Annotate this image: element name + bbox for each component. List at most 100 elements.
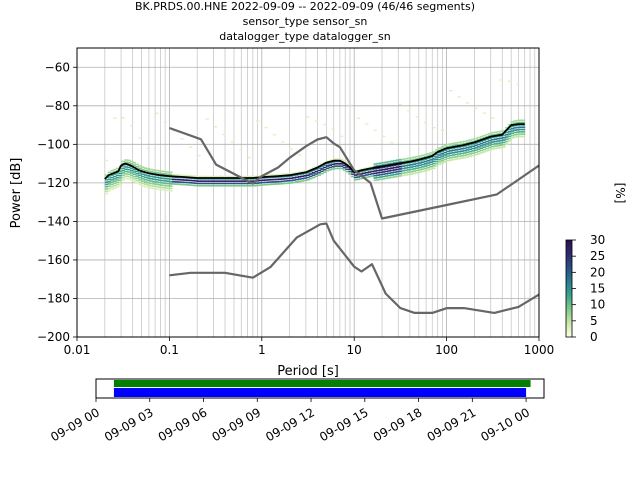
density-cell xyxy=(278,178,282,181)
density-cell xyxy=(258,179,263,182)
density-cell xyxy=(443,161,447,163)
density-cell xyxy=(258,184,263,186)
density-cell xyxy=(219,184,223,187)
density-cell xyxy=(306,174,310,176)
density-cell xyxy=(104,159,109,162)
density-cell xyxy=(222,180,226,182)
title-line-2: sensor_type sensor_sn xyxy=(243,15,368,28)
density-cell xyxy=(505,143,509,145)
density-cell xyxy=(390,141,394,144)
density-cell xyxy=(496,137,500,140)
density-cell xyxy=(440,162,445,164)
density-cell xyxy=(488,149,492,151)
density-cell xyxy=(443,144,447,147)
density-cell xyxy=(393,176,397,178)
density-cell xyxy=(435,160,439,163)
density-cell xyxy=(219,182,223,185)
density-cell xyxy=(177,178,181,181)
density-cell xyxy=(269,176,274,179)
density-cell xyxy=(149,184,153,187)
density-cell xyxy=(491,141,495,143)
density-cell xyxy=(124,159,128,161)
density-cell xyxy=(205,180,209,182)
density-cell xyxy=(239,184,243,187)
density-cell xyxy=(146,186,151,189)
density-cell xyxy=(423,169,428,172)
density-cell xyxy=(384,177,389,180)
density-cell xyxy=(225,184,229,187)
density-cell xyxy=(314,170,319,173)
density-cell xyxy=(155,188,159,190)
density-cell xyxy=(437,163,442,166)
density-cell xyxy=(116,181,120,184)
density-cell xyxy=(121,165,125,167)
timeline-tick-label: 09-09 09 xyxy=(210,405,264,444)
density-cell xyxy=(135,177,139,180)
density-cell xyxy=(423,158,428,160)
density-cell xyxy=(306,172,310,174)
density-cell xyxy=(519,126,523,129)
density-cell xyxy=(185,184,190,186)
density-cell xyxy=(505,133,509,136)
model-low-line xyxy=(169,222,540,314)
density-cell xyxy=(499,135,503,137)
density-cell xyxy=(281,175,285,178)
density-cell xyxy=(465,149,470,151)
density-cell xyxy=(488,137,492,140)
density-cell xyxy=(174,181,179,183)
density-cell xyxy=(446,159,450,162)
density-cell xyxy=(387,177,391,179)
density-cell xyxy=(328,166,333,169)
density-cell xyxy=(149,171,153,173)
density-cell xyxy=(415,162,419,165)
density-cell xyxy=(113,117,117,119)
density-cell xyxy=(482,144,486,146)
density-cell xyxy=(356,169,361,171)
density-cell xyxy=(152,171,156,174)
density-cells xyxy=(104,79,526,195)
colorbar-tick-label: 0 xyxy=(590,330,598,344)
density-cell xyxy=(370,175,375,177)
density-cell xyxy=(283,177,288,180)
density-cell xyxy=(496,144,500,147)
density-cell xyxy=(219,180,223,182)
density-cell xyxy=(317,172,321,174)
density-cell xyxy=(222,133,226,136)
density-cell xyxy=(426,164,431,167)
density-cell xyxy=(202,180,207,182)
density-cell xyxy=(393,164,397,167)
density-cell xyxy=(264,179,268,181)
density-cell xyxy=(283,173,288,175)
density-cell xyxy=(141,178,145,180)
density-cell xyxy=(118,184,123,186)
density-cell xyxy=(272,181,277,183)
density-cell xyxy=(415,167,419,169)
density-cell xyxy=(177,183,181,186)
density-cell xyxy=(309,177,313,180)
density-cell xyxy=(323,123,327,126)
density-cell xyxy=(130,176,134,179)
density-cell xyxy=(255,175,260,178)
density-cell xyxy=(454,144,459,147)
density-cell xyxy=(429,161,433,163)
density-cell xyxy=(144,174,148,176)
density-cell xyxy=(152,183,156,185)
density-cell xyxy=(451,151,456,154)
density-cell xyxy=(163,173,167,175)
density-cell xyxy=(113,187,117,189)
density-cell xyxy=(437,161,442,163)
density-cell xyxy=(356,117,361,120)
density-cell xyxy=(339,135,344,138)
density-cell xyxy=(479,152,484,154)
density-cell xyxy=(311,169,316,172)
density-cell xyxy=(183,174,187,177)
density-cell xyxy=(370,166,375,168)
density-cell xyxy=(463,142,467,145)
density-cell xyxy=(457,155,461,158)
density-cell xyxy=(127,175,131,178)
density-cell xyxy=(488,142,492,144)
density-cell xyxy=(283,182,288,185)
density-cell xyxy=(521,131,526,133)
density-cell xyxy=(104,183,109,186)
density-cell xyxy=(485,138,489,141)
